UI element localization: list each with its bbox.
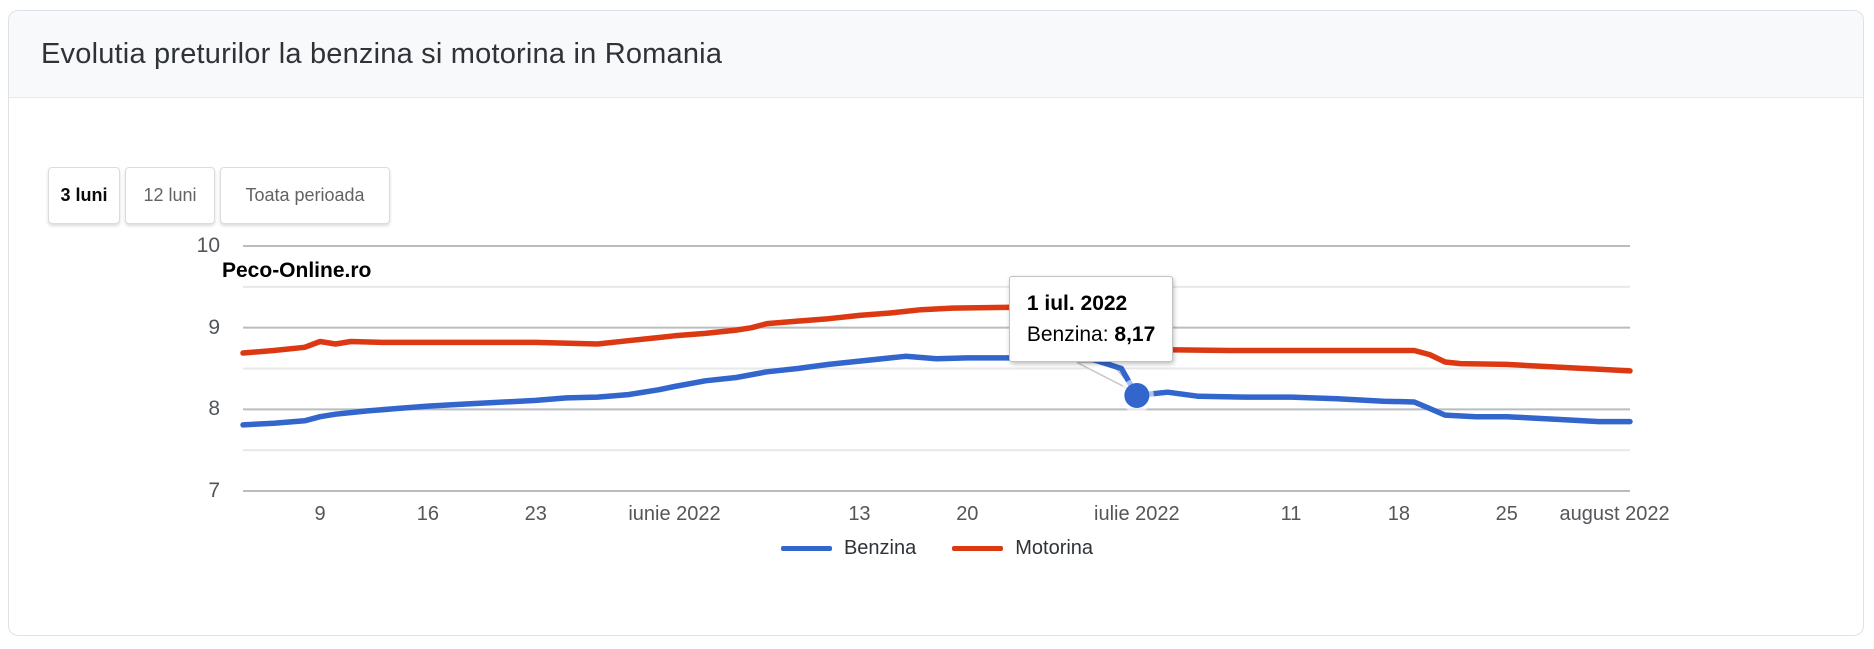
y-tick-label: 9 xyxy=(208,315,220,339)
x-tick-label: 23 xyxy=(524,503,547,525)
tab-12-luni-label: 12 luni xyxy=(143,185,197,205)
x-tick-label: 16 xyxy=(416,503,440,525)
tooltip-value-line: Benzina: 8,17 xyxy=(1027,319,1155,350)
legend-item-benzina: Benzina xyxy=(780,537,917,560)
x-tick-label: iulie 2022 xyxy=(1094,503,1180,525)
tooltip-date: 1 iul. 2022 xyxy=(1026,292,1128,316)
y-tick-label: 7 xyxy=(208,479,220,502)
legend-item-motorina: Motorina xyxy=(952,537,1093,560)
tab-3-luni-label: 3 luni xyxy=(60,185,108,205)
y-tick-label: 8 xyxy=(208,397,220,421)
x-tick-label: 25 xyxy=(1495,503,1518,525)
y-tick-label: 10 xyxy=(196,234,220,257)
x-tick-label: august 2022 xyxy=(1559,503,1670,525)
tooltip-series-label: Benzina: xyxy=(1026,323,1109,347)
x-tick-label: 20 xyxy=(956,503,979,525)
tab-toata-perioada[interactable]: Toata perioada xyxy=(220,167,390,224)
watermark: Peco-Online.ro xyxy=(222,259,372,282)
chart-tooltip: 1 iul. 2022 Benzina: 8,17 xyxy=(1008,276,1174,363)
tab-3-luni[interactable]: 3 luni xyxy=(48,167,120,224)
page-title: Evolutia preturilor la benzina si motori… xyxy=(41,37,723,70)
legend-label: Motorina xyxy=(1015,537,1094,559)
chart-legend: Benzina Motorina xyxy=(0,537,1874,560)
chart-plot-area[interactable] xyxy=(243,246,1630,491)
tab-toata-perioada-label: Toata perioada xyxy=(245,185,365,205)
x-tick-label: 9 xyxy=(314,503,326,525)
x-tick-label: iunie 2022 xyxy=(628,503,721,525)
period-tabs: 3 luni 12 luni Toata perioada xyxy=(48,167,390,224)
tab-12-luni[interactable]: 12 luni xyxy=(125,167,215,224)
legend-swatch xyxy=(780,546,832,551)
tooltip-value: 8,17 xyxy=(1114,323,1156,347)
card-header: Evolutia preturilor la benzina si motori… xyxy=(9,11,1863,98)
x-tick-label: 18 xyxy=(1387,503,1410,525)
legend-label: Benzina xyxy=(843,537,917,559)
x-tick-label: 13 xyxy=(848,503,871,525)
legend-swatch xyxy=(952,546,1004,551)
x-tick-label: 11 xyxy=(1280,503,1302,525)
